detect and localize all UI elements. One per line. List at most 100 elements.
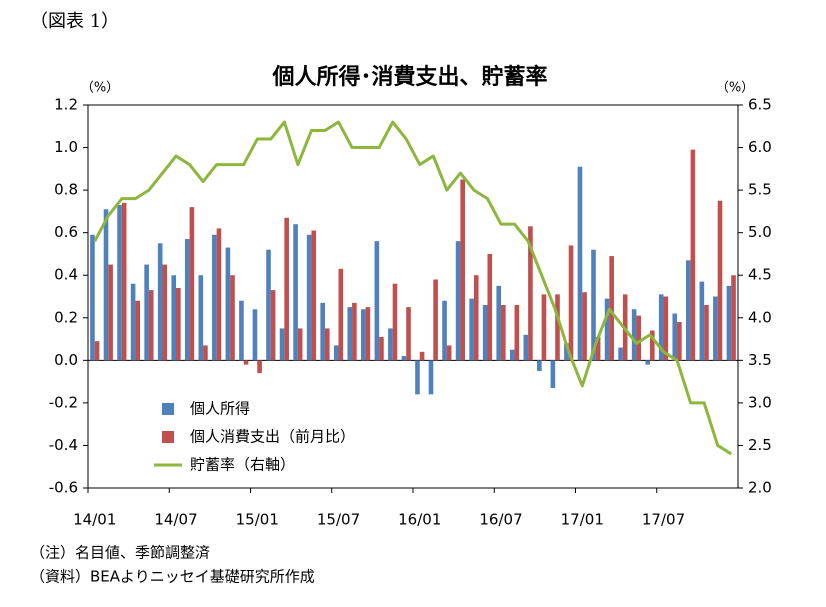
y2-tick-label: 5.0: [748, 223, 772, 241]
bar: [469, 298, 474, 361]
bar: [108, 264, 113, 361]
bar: [347, 307, 353, 361]
bar: [726, 285, 732, 361]
bar: [148, 290, 154, 361]
bar: [658, 294, 664, 361]
bar: [176, 287, 181, 361]
bar: [595, 336, 601, 361]
y2-tick-label: 4.0: [748, 308, 772, 326]
bar: [442, 300, 447, 361]
bar: [401, 356, 407, 361]
bar: [225, 247, 231, 361]
bar: [374, 241, 380, 361]
bar: [482, 305, 488, 361]
bar: [555, 294, 560, 361]
bar: [103, 209, 109, 361]
x-tick-label: 16/07: [479, 511, 522, 529]
bar: [455, 241, 461, 361]
bar: [352, 302, 357, 361]
bar: [609, 256, 614, 361]
bar: [415, 360, 420, 395]
bar: [184, 239, 190, 361]
legend-swatch: [162, 431, 174, 443]
bar: [717, 200, 723, 361]
bar: [257, 360, 262, 374]
bar: [604, 298, 610, 361]
y-tick-label: 1.0: [54, 138, 78, 156]
bar: [568, 245, 574, 361]
bar: [704, 305, 709, 361]
chart-title: 個人所得･消費支出、貯蓄率: [271, 64, 547, 90]
bar: [306, 234, 312, 361]
bar: [686, 260, 691, 361]
bar: [537, 360, 542, 371]
bar: [311, 230, 317, 361]
bar: [636, 315, 642, 361]
bar: [690, 149, 696, 361]
bar: [731, 275, 736, 361]
y2-tick-label: 6.5: [748, 96, 772, 114]
line: [93, 120, 733, 456]
bar: [230, 275, 235, 361]
bar: [392, 283, 398, 361]
bar: [577, 166, 583, 361]
bar: [94, 341, 100, 361]
bar: [509, 349, 515, 361]
bar: [677, 322, 682, 361]
x-tick-label: 14/07: [154, 511, 197, 529]
x-tick-label: 16/01: [398, 511, 441, 529]
bar: [297, 328, 303, 361]
bar: [631, 309, 637, 361]
bar: [433, 279, 438, 361]
bar: [514, 305, 520, 361]
x-tick-label: 15/01: [236, 511, 279, 529]
y-tick-label: 1.2: [54, 96, 78, 114]
x-tick-label: 17/07: [642, 511, 685, 529]
bar: [663, 296, 669, 361]
bar: [406, 307, 411, 361]
bar: [582, 292, 587, 361]
bar: [90, 234, 95, 361]
bar: [162, 264, 168, 361]
bar: [130, 283, 136, 361]
y-tick-label: -0.4: [49, 436, 78, 454]
bar: [550, 360, 556, 388]
y2-tick-label: 6.0: [748, 138, 772, 156]
bar: [284, 217, 289, 361]
bar: [266, 249, 271, 361]
bar: [135, 300, 140, 361]
y2-tick-label: 3.5: [748, 351, 772, 369]
bar: [270, 290, 276, 361]
bar: [672, 313, 678, 361]
bar: [528, 226, 533, 361]
legend-label: 貯蓄率（右軸）: [190, 456, 295, 474]
legend-box: [132, 395, 402, 475]
bar: [564, 343, 569, 361]
note: （注）名目値、季節調整済: [30, 544, 210, 562]
bar: [212, 234, 217, 361]
bar: [117, 205, 122, 361]
y2-tick-label: 4.5: [748, 266, 772, 284]
bar: [189, 207, 195, 361]
y-tick-label: -0.2: [49, 393, 78, 411]
bar: [239, 300, 244, 361]
bar: [338, 268, 344, 361]
bar: [419, 351, 425, 361]
bar: [121, 202, 127, 361]
bar: [649, 330, 655, 361]
y-tick-label: 0.6: [54, 223, 78, 241]
figure-label: （図表 1）: [30, 11, 119, 32]
bar: [379, 336, 384, 361]
y2-tick-label: 5.5: [748, 181, 772, 199]
bar: [699, 281, 705, 361]
bar: [487, 253, 493, 361]
bar: [501, 305, 506, 361]
bar: [460, 179, 465, 361]
bar: [279, 328, 285, 361]
bar: [243, 360, 249, 365]
note: （資料）BEAよりニッセイ基礎研究所作成: [30, 568, 315, 586]
y-tick-label: -0.6: [49, 479, 78, 497]
x-tick-label: 14/01: [73, 511, 116, 529]
bar: [361, 309, 366, 361]
